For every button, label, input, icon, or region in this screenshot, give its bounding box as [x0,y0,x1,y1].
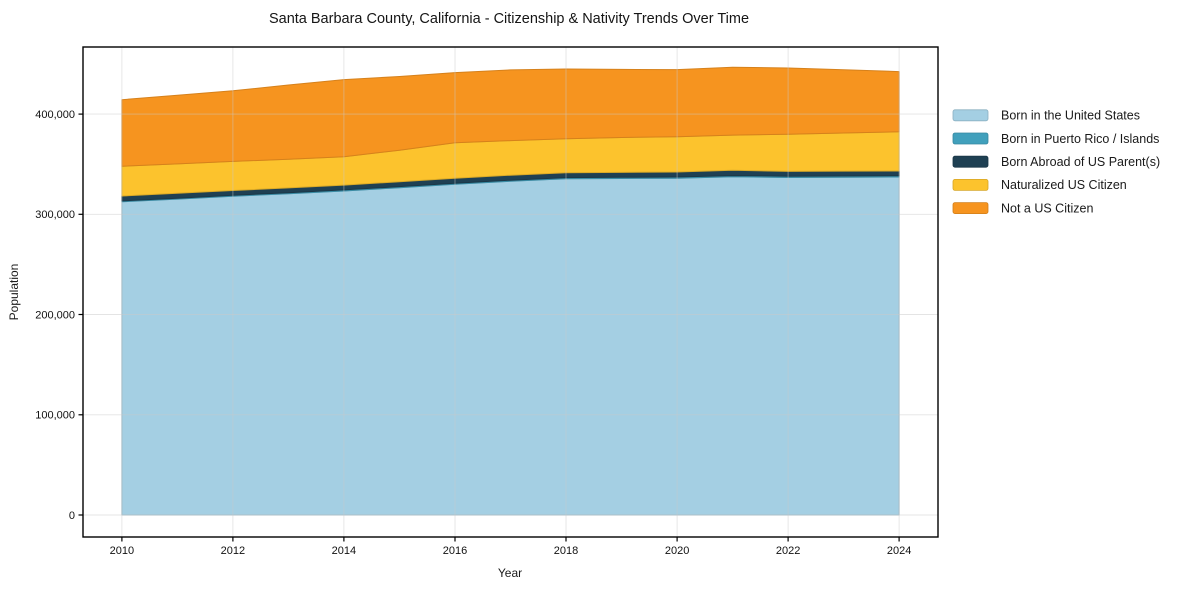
chart-title: Santa Barbara County, California - Citiz… [269,11,749,27]
x-tick-label: 2010 [110,545,134,557]
legend-swatch-born-abroad-of-us-parent-s [952,155,989,168]
x-tick-label: 2020 [665,545,689,557]
legend-label-born-abroad-of-us-parent-s: Born Abroad of US Parent(s) [1001,155,1160,169]
x-tick-label: 2014 [332,545,356,557]
x-tick-label: 2022 [776,545,800,557]
y-tick-label: 400,000 [35,109,75,121]
y-tick-label: 0 [69,510,75,522]
area-born-in-the-united-states [121,176,900,516]
y-axis-label: Population [7,264,21,321]
plot-border [82,46,939,538]
legend-label-not-a-us-citizen: Not a US Citizen [1001,201,1093,215]
legend-label-born-in-puerto-rico-islands: Born in Puerto Rico / Islands [1001,132,1159,146]
y-tick-label: 100,000 [35,410,75,422]
x-tick-label: 2012 [221,545,245,557]
axes-layer: 2010 2012 2014 2016 2018 2020 2022 2024 0 100,000… [35,46,939,557]
legend-item-not-a-us-citizen: Not a US Citizen [952,201,1093,215]
legend-label-born-in-the-united-states: Born in the United States [1001,109,1140,123]
legend-item-naturalized-us-citizen: Naturalized US Citizen [952,178,1127,192]
legend-swatch-born-in-the-united-states [952,109,989,122]
legend-swatch-born-in-puerto-rico-islands [952,132,989,145]
gridline-layer [83,47,938,537]
legend-label-naturalized-us-citizen: Naturalized US Citizen [1001,178,1127,192]
area-series-layer [121,66,900,516]
legend: Born in the United States Born in Puerto … [952,109,1160,215]
legend-swatch-not-a-us-citizen [952,202,989,215]
y-tick-label: 200,000 [35,309,75,321]
legend-item-born-in-puerto-rico-islands: Born in Puerto Rico / Islands [952,132,1159,146]
legend-item-born-abroad-of-us-parent-s: Born Abroad of US Parent(s) [952,155,1160,169]
x-axis-label: Year [498,566,522,580]
x-tick-label: 2018 [554,545,578,557]
x-tick-label: 2024 [887,545,911,557]
legend-swatch-naturalized-us-citizen [952,178,989,191]
legend-item-born-in-the-united-states: Born in the United States [952,109,1140,123]
y-tick-label: 300,000 [35,209,75,221]
x-tick-label: 2016 [443,545,467,557]
